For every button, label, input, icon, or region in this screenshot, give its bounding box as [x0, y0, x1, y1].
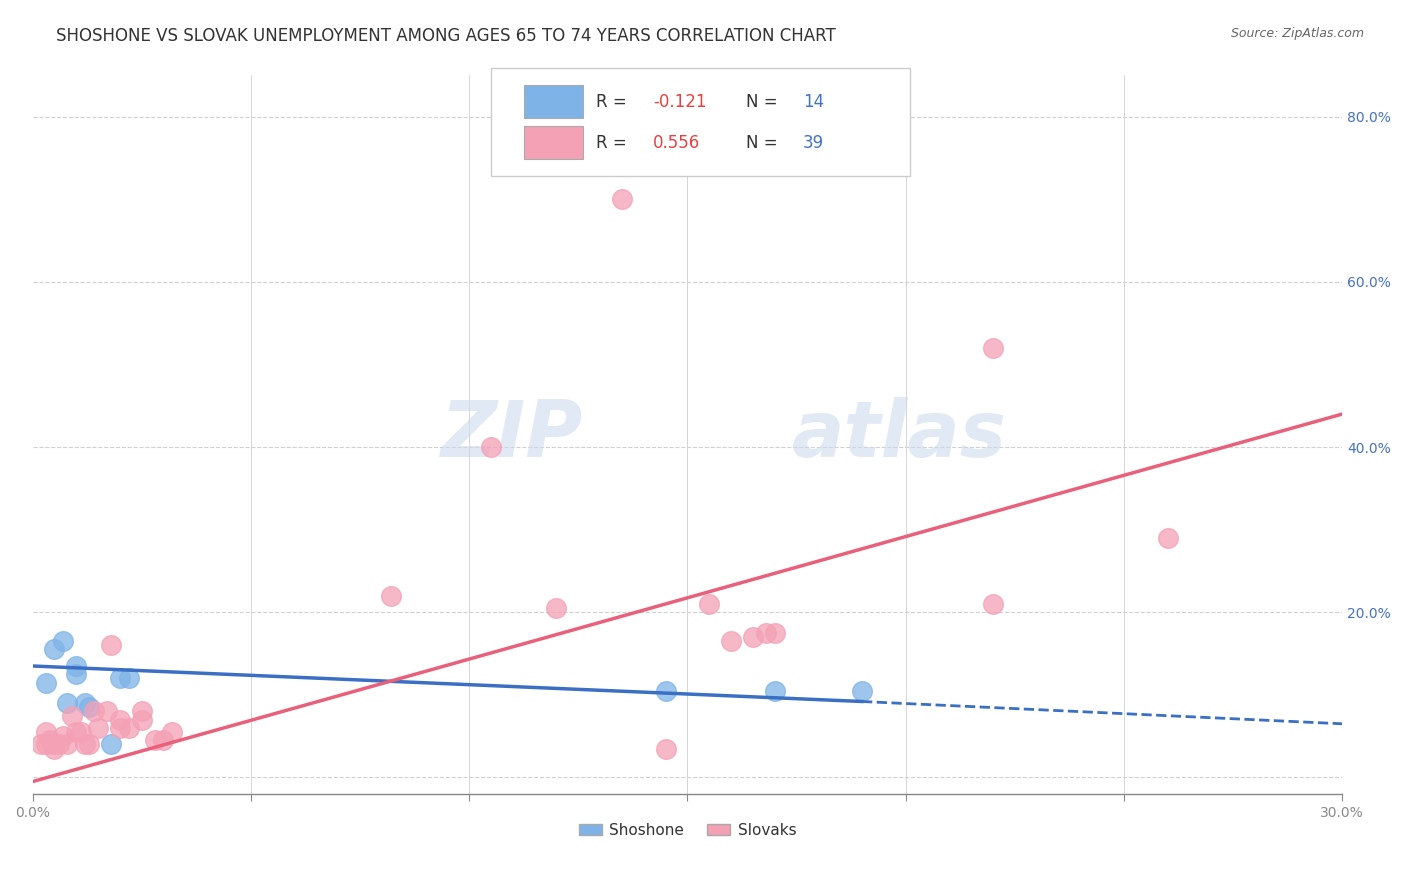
- Point: [654, 741, 676, 756]
- Point: [108, 721, 131, 735]
- Point: [65, 725, 87, 739]
- Point: [34, 725, 56, 739]
- Point: [44, 738, 66, 752]
- Point: [763, 683, 786, 698]
- Text: 0.556: 0.556: [654, 134, 700, 152]
- Point: [720, 634, 742, 648]
- Point: [117, 721, 139, 735]
- Point: [48, 738, 70, 752]
- Text: atlas: atlas: [792, 397, 1007, 473]
- FancyBboxPatch shape: [523, 85, 582, 119]
- Point: [108, 713, 131, 727]
- Point: [131, 713, 153, 727]
- Text: Source: ZipAtlas.com: Source: ZipAtlas.com: [1230, 27, 1364, 40]
- Point: [56, 696, 79, 710]
- Point: [1156, 531, 1178, 545]
- Point: [87, 721, 110, 735]
- Point: [610, 192, 633, 206]
- Point: [697, 597, 720, 611]
- Point: [65, 667, 87, 681]
- Point: [851, 683, 873, 698]
- Point: [52, 634, 75, 648]
- Point: [44, 642, 66, 657]
- Point: [152, 733, 174, 747]
- Legend: Shoshone, Slovaks: Shoshone, Slovaks: [572, 817, 803, 844]
- Point: [39, 733, 62, 747]
- Text: R =: R =: [596, 93, 631, 111]
- Point: [56, 738, 79, 752]
- FancyBboxPatch shape: [523, 126, 582, 160]
- Point: [160, 725, 183, 739]
- Point: [100, 738, 122, 752]
- Point: [34, 675, 56, 690]
- Text: R =: R =: [596, 134, 631, 152]
- Point: [654, 683, 676, 698]
- Point: [69, 725, 91, 739]
- FancyBboxPatch shape: [491, 68, 910, 176]
- Point: [100, 638, 122, 652]
- Point: [131, 705, 153, 719]
- Text: 14: 14: [803, 93, 824, 111]
- Text: N =: N =: [747, 93, 783, 111]
- Point: [77, 738, 100, 752]
- Point: [380, 589, 402, 603]
- Point: [479, 440, 502, 454]
- Point: [44, 741, 66, 756]
- Point: [60, 708, 83, 723]
- Text: SHOSHONE VS SLOVAK UNEMPLOYMENT AMONG AGES 65 TO 74 YEARS CORRELATION CHART: SHOSHONE VS SLOVAK UNEMPLOYMENT AMONG AG…: [56, 27, 837, 45]
- Point: [65, 659, 87, 673]
- Text: ZIP: ZIP: [440, 397, 582, 473]
- Point: [77, 700, 100, 714]
- Point: [143, 733, 166, 747]
- Point: [763, 626, 786, 640]
- Point: [741, 630, 763, 644]
- Text: 39: 39: [803, 134, 824, 152]
- Point: [83, 705, 105, 719]
- Point: [108, 672, 131, 686]
- Point: [96, 705, 118, 719]
- Point: [30, 738, 52, 752]
- Text: N =: N =: [747, 134, 783, 152]
- Point: [117, 672, 139, 686]
- Point: [546, 601, 568, 615]
- Point: [981, 341, 1004, 355]
- Point: [34, 738, 56, 752]
- Point: [73, 696, 96, 710]
- Point: [981, 597, 1004, 611]
- Point: [52, 729, 75, 743]
- Text: -0.121: -0.121: [654, 93, 707, 111]
- Point: [755, 626, 778, 640]
- Point: [73, 738, 96, 752]
